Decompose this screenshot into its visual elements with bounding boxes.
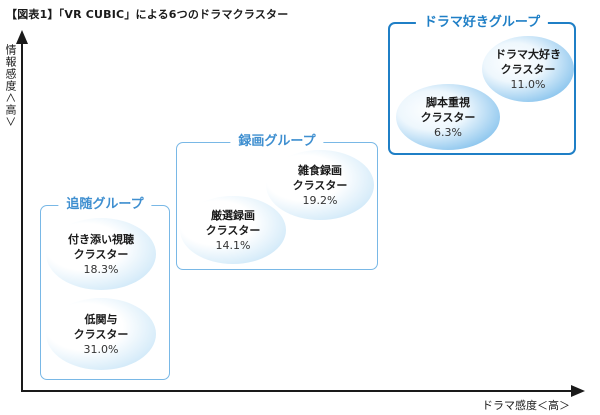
- cluster-type: クラスター: [205, 223, 261, 237]
- cluster-share: 31.0%: [83, 342, 119, 356]
- x-axis-arrow: [571, 385, 585, 397]
- group-label: 録画グループ: [230, 133, 324, 151]
- cluster-bubble: ドラマ大好き クラスター 11.0%: [482, 36, 574, 102]
- cluster-share: 6.3%: [434, 125, 462, 139]
- group-label: 追随グループ: [58, 196, 152, 214]
- cluster-name: 雑食録画: [298, 163, 342, 177]
- group-drama-lovers: ドラマ好きグループ: [388, 14, 576, 155]
- cluster-bubble: 雑食録画 クラスター 19.2%: [266, 150, 374, 220]
- cluster-bubble: 脚本重視 クラスター 6.3%: [396, 84, 500, 150]
- cluster-type: クラスター: [73, 247, 129, 261]
- cluster-name: ドラマ大好き: [495, 47, 561, 61]
- cluster-bubble: 付き添い視聴 クラスター 18.3%: [46, 218, 156, 290]
- cluster-share: 14.1%: [215, 238, 251, 252]
- x-axis-label: ドラマ感度＜高＞: [482, 399, 570, 412]
- cluster-name: 低関与: [84, 312, 118, 326]
- cluster-bubble: 厳選録画 クラスター 14.1%: [180, 196, 286, 264]
- cluster-type: クラスター: [73, 327, 129, 341]
- y-axis-arrow: [16, 30, 28, 44]
- cluster-share: 11.0%: [510, 77, 546, 91]
- y-axis-label: 情報感度＜高＞: [4, 44, 17, 128]
- cluster-bubble: 低関与 クラスター 31.0%: [46, 298, 156, 370]
- group-follower: 追随グループ: [40, 196, 170, 380]
- cluster-name: 脚本重視: [426, 95, 470, 109]
- group-recording: 録画グループ: [176, 133, 378, 270]
- cluster-share: 19.2%: [302, 193, 338, 207]
- cluster-type: クラスター: [500, 62, 556, 76]
- group-label: ドラマ好きグループ: [415, 14, 549, 32]
- cluster-type: クラスター: [292, 178, 348, 192]
- cluster-name: 厳選録画: [211, 208, 255, 222]
- figure-title: 【図表1】「VR CUBIC」による6つのドラマクラスター: [6, 8, 289, 21]
- cluster-name: 付き添い視聴: [68, 232, 134, 246]
- cluster-type: クラスター: [420, 110, 476, 124]
- cluster-share: 18.3%: [83, 262, 119, 276]
